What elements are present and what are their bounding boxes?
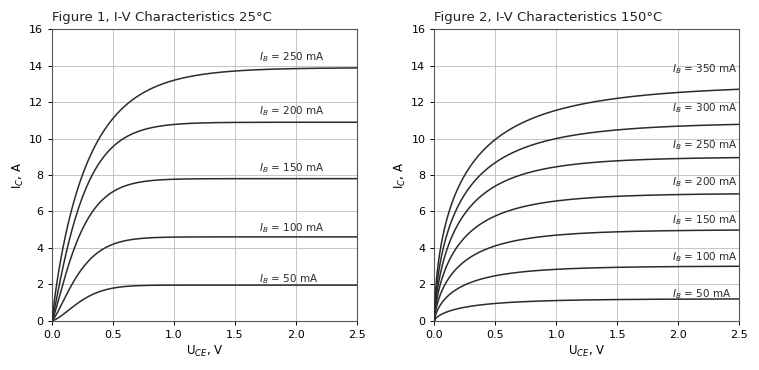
Text: $I_{B}$ = 250 mA: $I_{B}$ = 250 mA <box>260 50 325 64</box>
Text: $I_{B}$ = 200 mA: $I_{B}$ = 200 mA <box>260 104 325 118</box>
Text: $I_{B}$ = 350 mA: $I_{B}$ = 350 mA <box>672 63 738 76</box>
Text: $I_{B}$ = 150 mA: $I_{B}$ = 150 mA <box>260 161 325 175</box>
X-axis label: U$_{CE}$, V: U$_{CE}$, V <box>568 344 606 359</box>
Text: $I_{B}$ = 50 mA: $I_{B}$ = 50 mA <box>672 287 731 301</box>
X-axis label: U$_{CE}$, V: U$_{CE}$, V <box>186 344 223 359</box>
Y-axis label: I$_C$, A: I$_C$, A <box>393 161 408 189</box>
Text: $I_{B}$ = 200 mA: $I_{B}$ = 200 mA <box>672 175 738 189</box>
Text: Figure 1, I-V Characteristics 25°C: Figure 1, I-V Characteristics 25°C <box>52 11 272 24</box>
Y-axis label: I$_C$, A: I$_C$, A <box>11 161 27 189</box>
Text: $I_{B}$ = 250 mA: $I_{B}$ = 250 mA <box>672 138 738 152</box>
Text: $I_{B}$ = 150 mA: $I_{B}$ = 150 mA <box>672 213 738 226</box>
Text: $I_{B}$ = 100 mA: $I_{B}$ = 100 mA <box>672 250 738 264</box>
Text: $I_{B}$ = 300 mA: $I_{B}$ = 300 mA <box>672 101 738 115</box>
Text: Figure 2, I-V Characteristics 150°C: Figure 2, I-V Characteristics 150°C <box>434 11 663 24</box>
Text: $I_{B}$ = 50 mA: $I_{B}$ = 50 mA <box>260 272 319 286</box>
Text: $I_{B}$ = 100 mA: $I_{B}$ = 100 mA <box>260 221 325 235</box>
